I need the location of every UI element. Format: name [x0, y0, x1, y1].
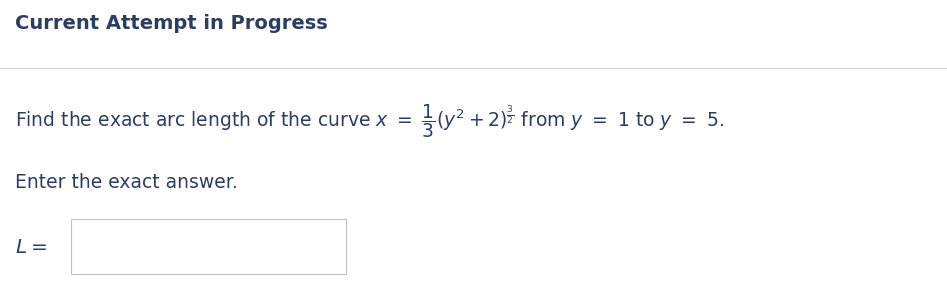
Text: Find the exact arc length of the curve $x\ =\ \dfrac{1}{3}(y^2 + 2)^{\frac{3}{2}: Find the exact arc length of the curve $…: [15, 102, 724, 140]
FancyBboxPatch shape: [71, 219, 346, 274]
Text: $L =$: $L =$: [15, 239, 47, 257]
Text: Current Attempt in Progress: Current Attempt in Progress: [15, 14, 328, 33]
Text: Enter the exact answer.: Enter the exact answer.: [15, 173, 238, 192]
